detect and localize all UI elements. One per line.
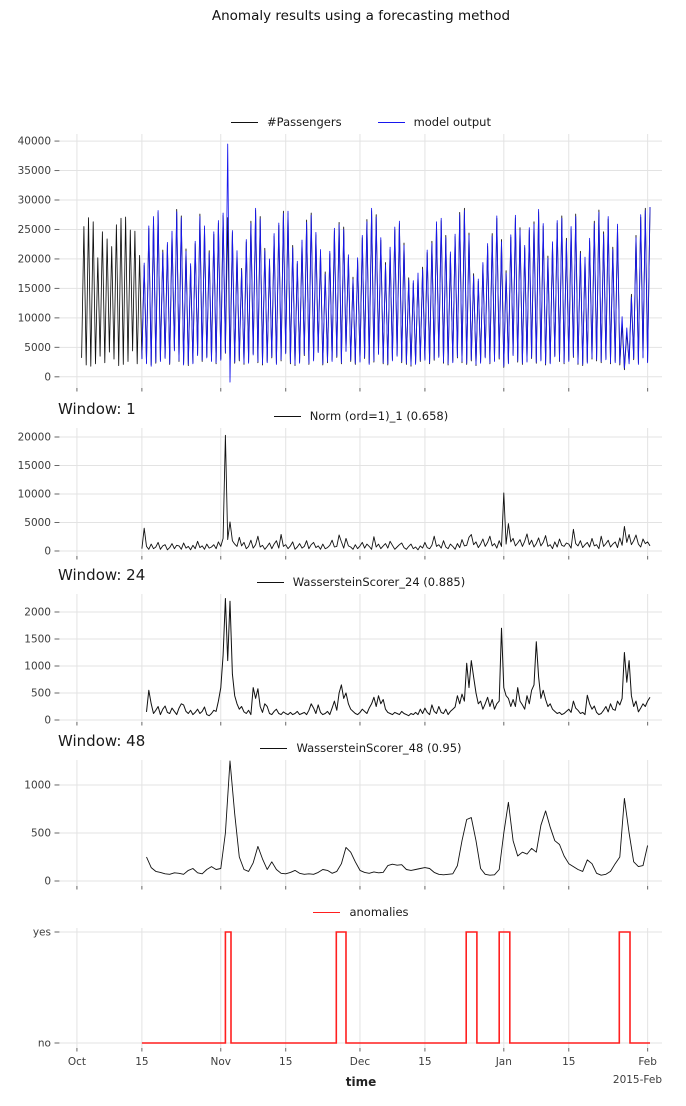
y-tick-label: 10000: [18, 488, 51, 500]
y-tick-label: yes: [33, 928, 51, 938]
y-tick-label: 20000: [18, 432, 51, 444]
series-WassersteinScorer_48: [146, 760, 649, 876]
legend-item-wasserstein24: WassersteinScorer_24 (0.885): [256, 575, 466, 589]
y-tick-label: 1500: [24, 633, 51, 645]
passengers-line-swatch: [231, 121, 259, 123]
window-24-label: Window: 24: [58, 566, 146, 584]
y-tick-label: no: [38, 1038, 51, 1050]
x-tick-label: Jan: [495, 1056, 512, 1068]
y-tick-label: 40000: [18, 136, 51, 148]
legend-norm: Norm (ord=1)_1 (0.658): [60, 409, 662, 423]
legend-item-model-output: model output: [377, 115, 491, 129]
wasserstein24-line-swatch: [256, 581, 284, 583]
norm-score-chart: 0 5000 10000 15000 20000: [18, 428, 662, 560]
y-tick-label: 20000: [18, 253, 51, 265]
y-tick-label: 30000: [18, 195, 51, 207]
legend-item-passengers: #Passengers: [231, 115, 342, 129]
y-tick-label: 35000: [18, 165, 51, 177]
y-tick-label: 0: [44, 715, 51, 727]
y-tick-label: 0: [44, 371, 51, 383]
y-tick-label: 15000: [18, 460, 51, 472]
series-WassersteinScorer_24: [146, 598, 651, 717]
series-anomalies: [141, 931, 650, 1044]
x-axis-label: time: [345, 1075, 377, 1089]
anomalies-line-swatch: [313, 911, 341, 913]
figure-title: Anomaly results using a forecasting meth…: [211, 8, 511, 24]
y-tick-label: 25000: [18, 224, 51, 236]
legend-label: WassersteinScorer_24 (0.885): [292, 575, 466, 589]
legend-label: anomalies: [349, 905, 409, 919]
wasserstein48-line-swatch: [260, 747, 288, 749]
legend-wasserstein48: WassersteinScorer_48 (0.95): [60, 741, 662, 755]
x-tick-label: 15: [418, 1056, 431, 1068]
legend-passengers: #Passengers model output: [60, 115, 662, 129]
y-tick-label: 15000: [18, 283, 51, 295]
x-tick-label: 15: [279, 1056, 292, 1068]
x-tick-label: Feb: [638, 1056, 657, 1068]
y-tick-label: 1000: [24, 660, 51, 672]
series-Norm (ord=1)_1: [141, 434, 651, 551]
legend-wasserstein24: WassersteinScorer_24 (0.885): [60, 575, 662, 589]
x-tick-label: 15: [562, 1056, 575, 1068]
wasserstein48-chart: 0 500 1000: [24, 760, 662, 890]
series-model output: [141, 143, 651, 383]
norm-line-swatch: [273, 415, 301, 417]
legend-label: model output: [413, 115, 491, 129]
model-output-line-swatch: [377, 121, 405, 123]
x-axis-offset-label: 2015-Feb: [612, 1074, 662, 1086]
y-tick-label: 10000: [18, 312, 51, 324]
legend-label: #Passengers: [267, 115, 342, 129]
y-tick-label: 5000: [24, 517, 51, 529]
window-48-label: Window: 48: [58, 732, 146, 750]
passengers-model-chart: 0 5000 10000 15000 20000 25000 30000 35000 40000: [18, 134, 662, 392]
legend-item-wasserstein48: WassersteinScorer_48 (0.95): [260, 741, 462, 755]
anomalies-chart: Oct 15 Nov 15 Dec 15 Jan 15 Feb no yes: [33, 928, 662, 1068]
legend-label: WassersteinScorer_48 (0.95): [296, 741, 462, 755]
legend-item-norm: Norm (ord=1)_1 (0.658): [273, 409, 449, 423]
legend-anomalies: anomalies: [60, 905, 662, 919]
y-tick-label: 5000: [24, 342, 51, 354]
y-tick-label: 2000: [24, 606, 51, 618]
x-tick-label: Dec: [350, 1056, 371, 1068]
y-tick-label: 500: [31, 687, 51, 699]
wasserstein24-chart: 0 500 1000 1500 2000: [24, 594, 662, 727]
legend-item-anomalies: anomalies: [313, 905, 409, 919]
x-tick-label: Nov: [211, 1056, 232, 1068]
window-1-label: Window: 1: [58, 400, 136, 418]
x-tick-label: 15: [135, 1056, 148, 1068]
y-tick-label: 0: [44, 876, 51, 888]
y-tick-label: 0: [44, 545, 51, 557]
y-tick-label: 1000: [24, 779, 51, 791]
y-tick-label: 500: [31, 827, 51, 839]
x-tick-label: Oct: [68, 1056, 86, 1068]
legend-label: Norm (ord=1)_1 (0.658): [309, 409, 449, 423]
